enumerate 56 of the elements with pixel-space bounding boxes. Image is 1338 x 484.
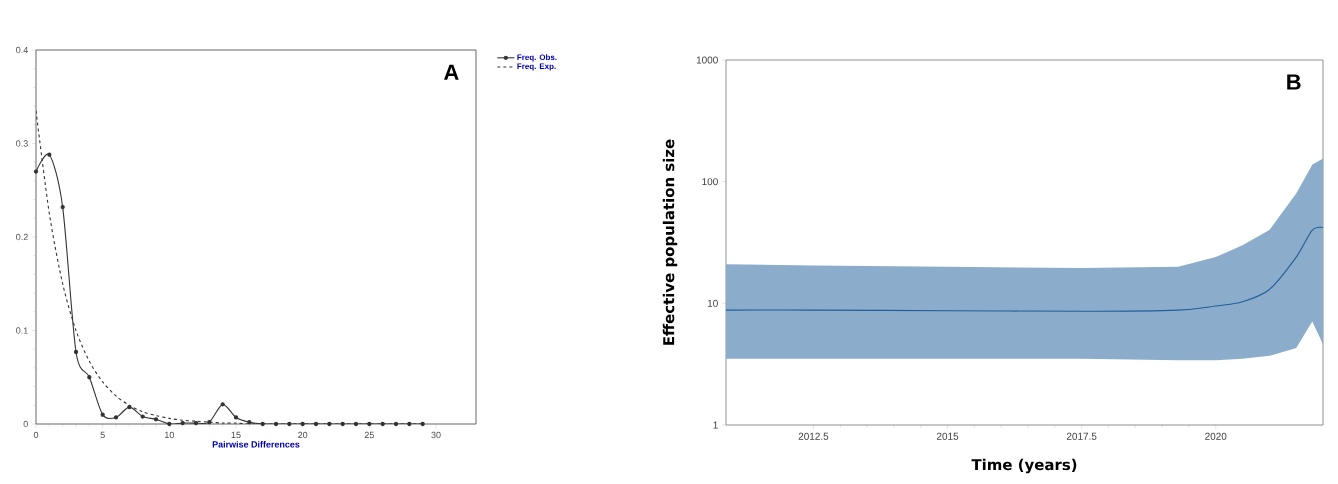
point: [167, 421, 172, 427]
point: [340, 421, 345, 427]
point: [193, 420, 199, 426]
x-tick-label: 2012.5: [798, 432, 829, 440]
point: [287, 421, 292, 427]
point: [327, 421, 332, 427]
point: [353, 421, 359, 427]
point: [367, 421, 372, 427]
point: [207, 419, 212, 425]
x-axis-title: Pairwise Differences: [212, 440, 300, 448]
point: [127, 405, 132, 410]
point: [73, 349, 79, 355]
y-axis-title: Effective population size: [662, 139, 678, 345]
y-tick-label: 1: [713, 421, 718, 429]
x-axis-title: Time (years): [971, 458, 1077, 474]
x-tick-label: 2020: [1205, 432, 1227, 440]
point: [313, 421, 319, 427]
point: [47, 152, 52, 157]
y-tick-label: 0.4: [16, 46, 28, 54]
point: [33, 169, 39, 174]
point: [380, 421, 385, 427]
x-tick-label: 2017.5: [1066, 432, 1097, 440]
point: [420, 421, 425, 427]
point: [60, 204, 65, 210]
x-tick-label: 15: [231, 431, 241, 439]
annotation: B: [1287, 74, 1301, 90]
x-tick-label: 0: [33, 431, 39, 439]
y-tick-label: 1000: [696, 56, 718, 64]
y-tick-label: 0: [23, 420, 28, 428]
y-tick-label: 0.1: [16, 327, 28, 334]
y-tick-label: 0.2: [16, 233, 28, 241]
point: [153, 417, 159, 422]
y-tick-label: 100: [702, 178, 718, 186]
point: [273, 421, 279, 427]
point: [407, 421, 412, 427]
point: [113, 415, 119, 420]
line-series: [726, 226, 1324, 312]
x-tick-label: 25: [364, 431, 374, 439]
y-tick-label: 0.3: [16, 140, 28, 147]
point: [140, 414, 145, 419]
annotation: A: [444, 64, 459, 80]
point: [87, 375, 92, 380]
point: [233, 415, 239, 420]
point: [260, 421, 265, 427]
x-tick-label: 30: [431, 431, 441, 439]
x-tick-label: 20: [298, 431, 308, 439]
x-tick-label: 5: [100, 431, 105, 439]
point: [300, 421, 305, 427]
point: [247, 419, 252, 425]
point: [180, 420, 185, 426]
x-tick-label: 10: [165, 431, 174, 439]
point: [100, 412, 105, 417]
point: [393, 421, 399, 427]
y-tick-label: 10: [707, 299, 718, 307]
point: [220, 402, 225, 407]
x-tick-label: 2015: [936, 432, 959, 440]
